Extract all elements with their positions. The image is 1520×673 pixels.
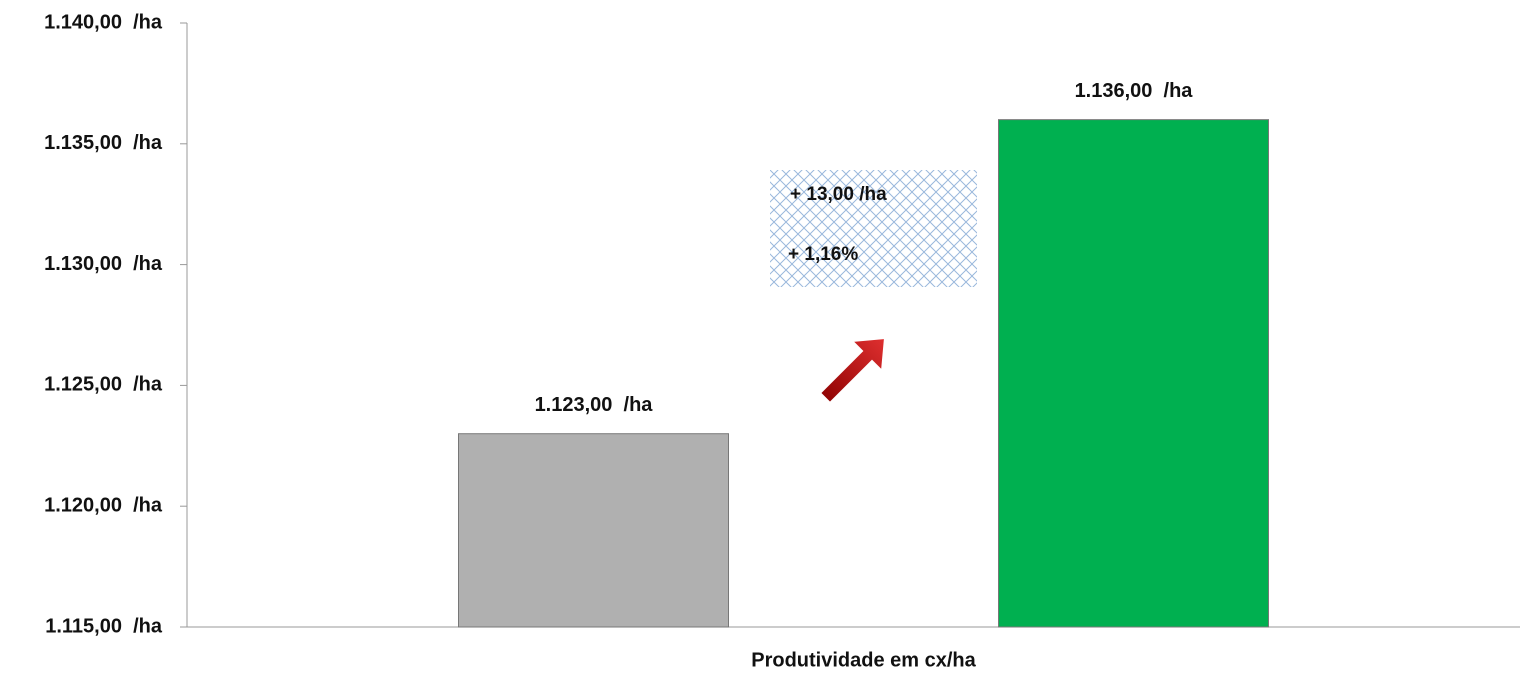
y-tick-label: 1.125,00 /ha [44, 374, 163, 396]
y-tick-label: 1.140,00 /ha [44, 11, 163, 33]
y-tick-label: 1.130,00 /ha [44, 253, 163, 275]
data-label: 1.136,00 /ha [1075, 80, 1194, 102]
annotation-box [770, 170, 977, 287]
arrow [818, 336, 887, 405]
bar [458, 433, 729, 628]
data-label: 1.123,00 /ha [535, 394, 654, 416]
y-tick-label: 1.115,00 /ha [45, 615, 163, 637]
annotation: + 13,00 /ha [790, 184, 887, 205]
y-tick-label: 1.120,00 /ha [44, 494, 163, 516]
y-tick-label: 1.135,00 /ha [44, 132, 163, 154]
x-tick-label: Produtividade em cx/ha [751, 649, 976, 671]
annotation: + 1,16% [788, 244, 858, 265]
bar [998, 119, 1269, 628]
